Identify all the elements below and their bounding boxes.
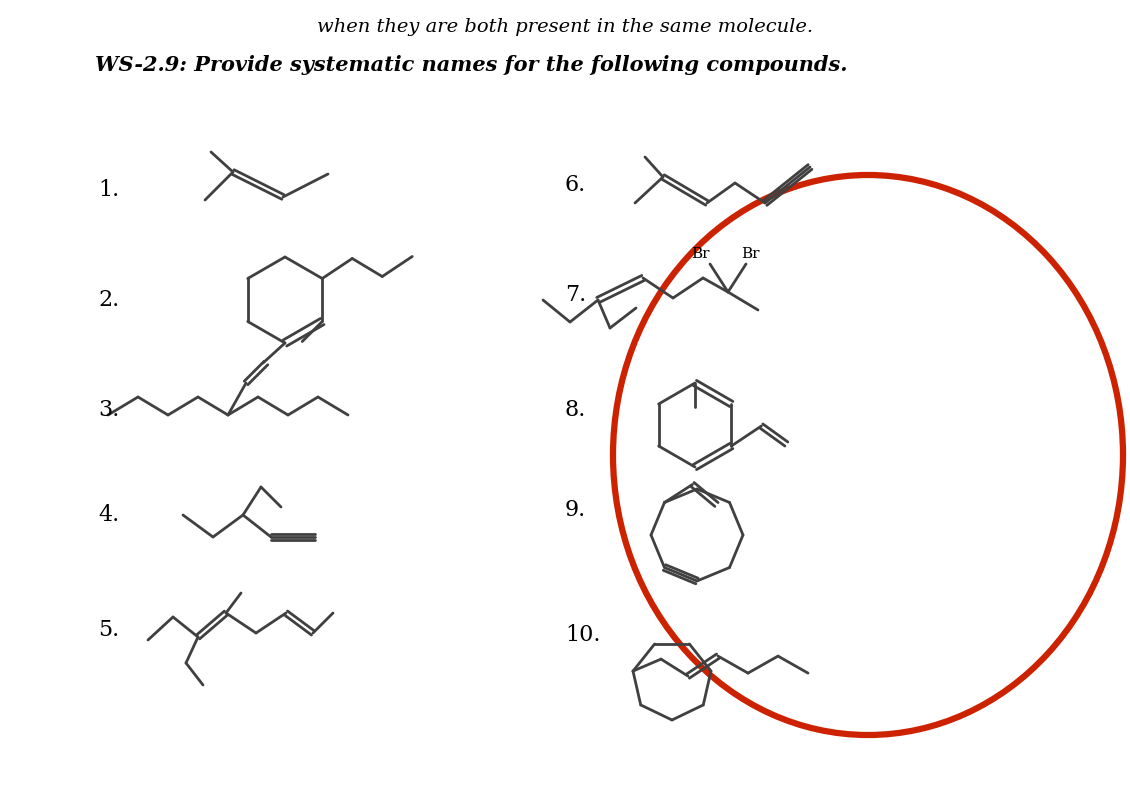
Text: Br: Br: [690, 247, 710, 261]
Text: 4.: 4.: [98, 504, 120, 526]
Text: 5.: 5.: [98, 619, 120, 641]
Text: WS-2.9: Provide systematic names for the following compounds.: WS-2.9: Provide systematic names for the…: [95, 55, 848, 75]
Text: 8.: 8.: [565, 399, 586, 421]
Text: 10.: 10.: [565, 624, 600, 646]
Text: 9.: 9.: [565, 499, 586, 521]
Text: 1.: 1.: [98, 179, 120, 201]
Text: Br: Br: [741, 247, 759, 261]
Text: 7.: 7.: [565, 284, 586, 306]
Text: 3.: 3.: [98, 399, 120, 421]
Text: 2.: 2.: [98, 289, 120, 311]
Text: when they are both present in the same molecule.: when they are both present in the same m…: [316, 18, 814, 36]
Text: 6.: 6.: [565, 174, 586, 196]
